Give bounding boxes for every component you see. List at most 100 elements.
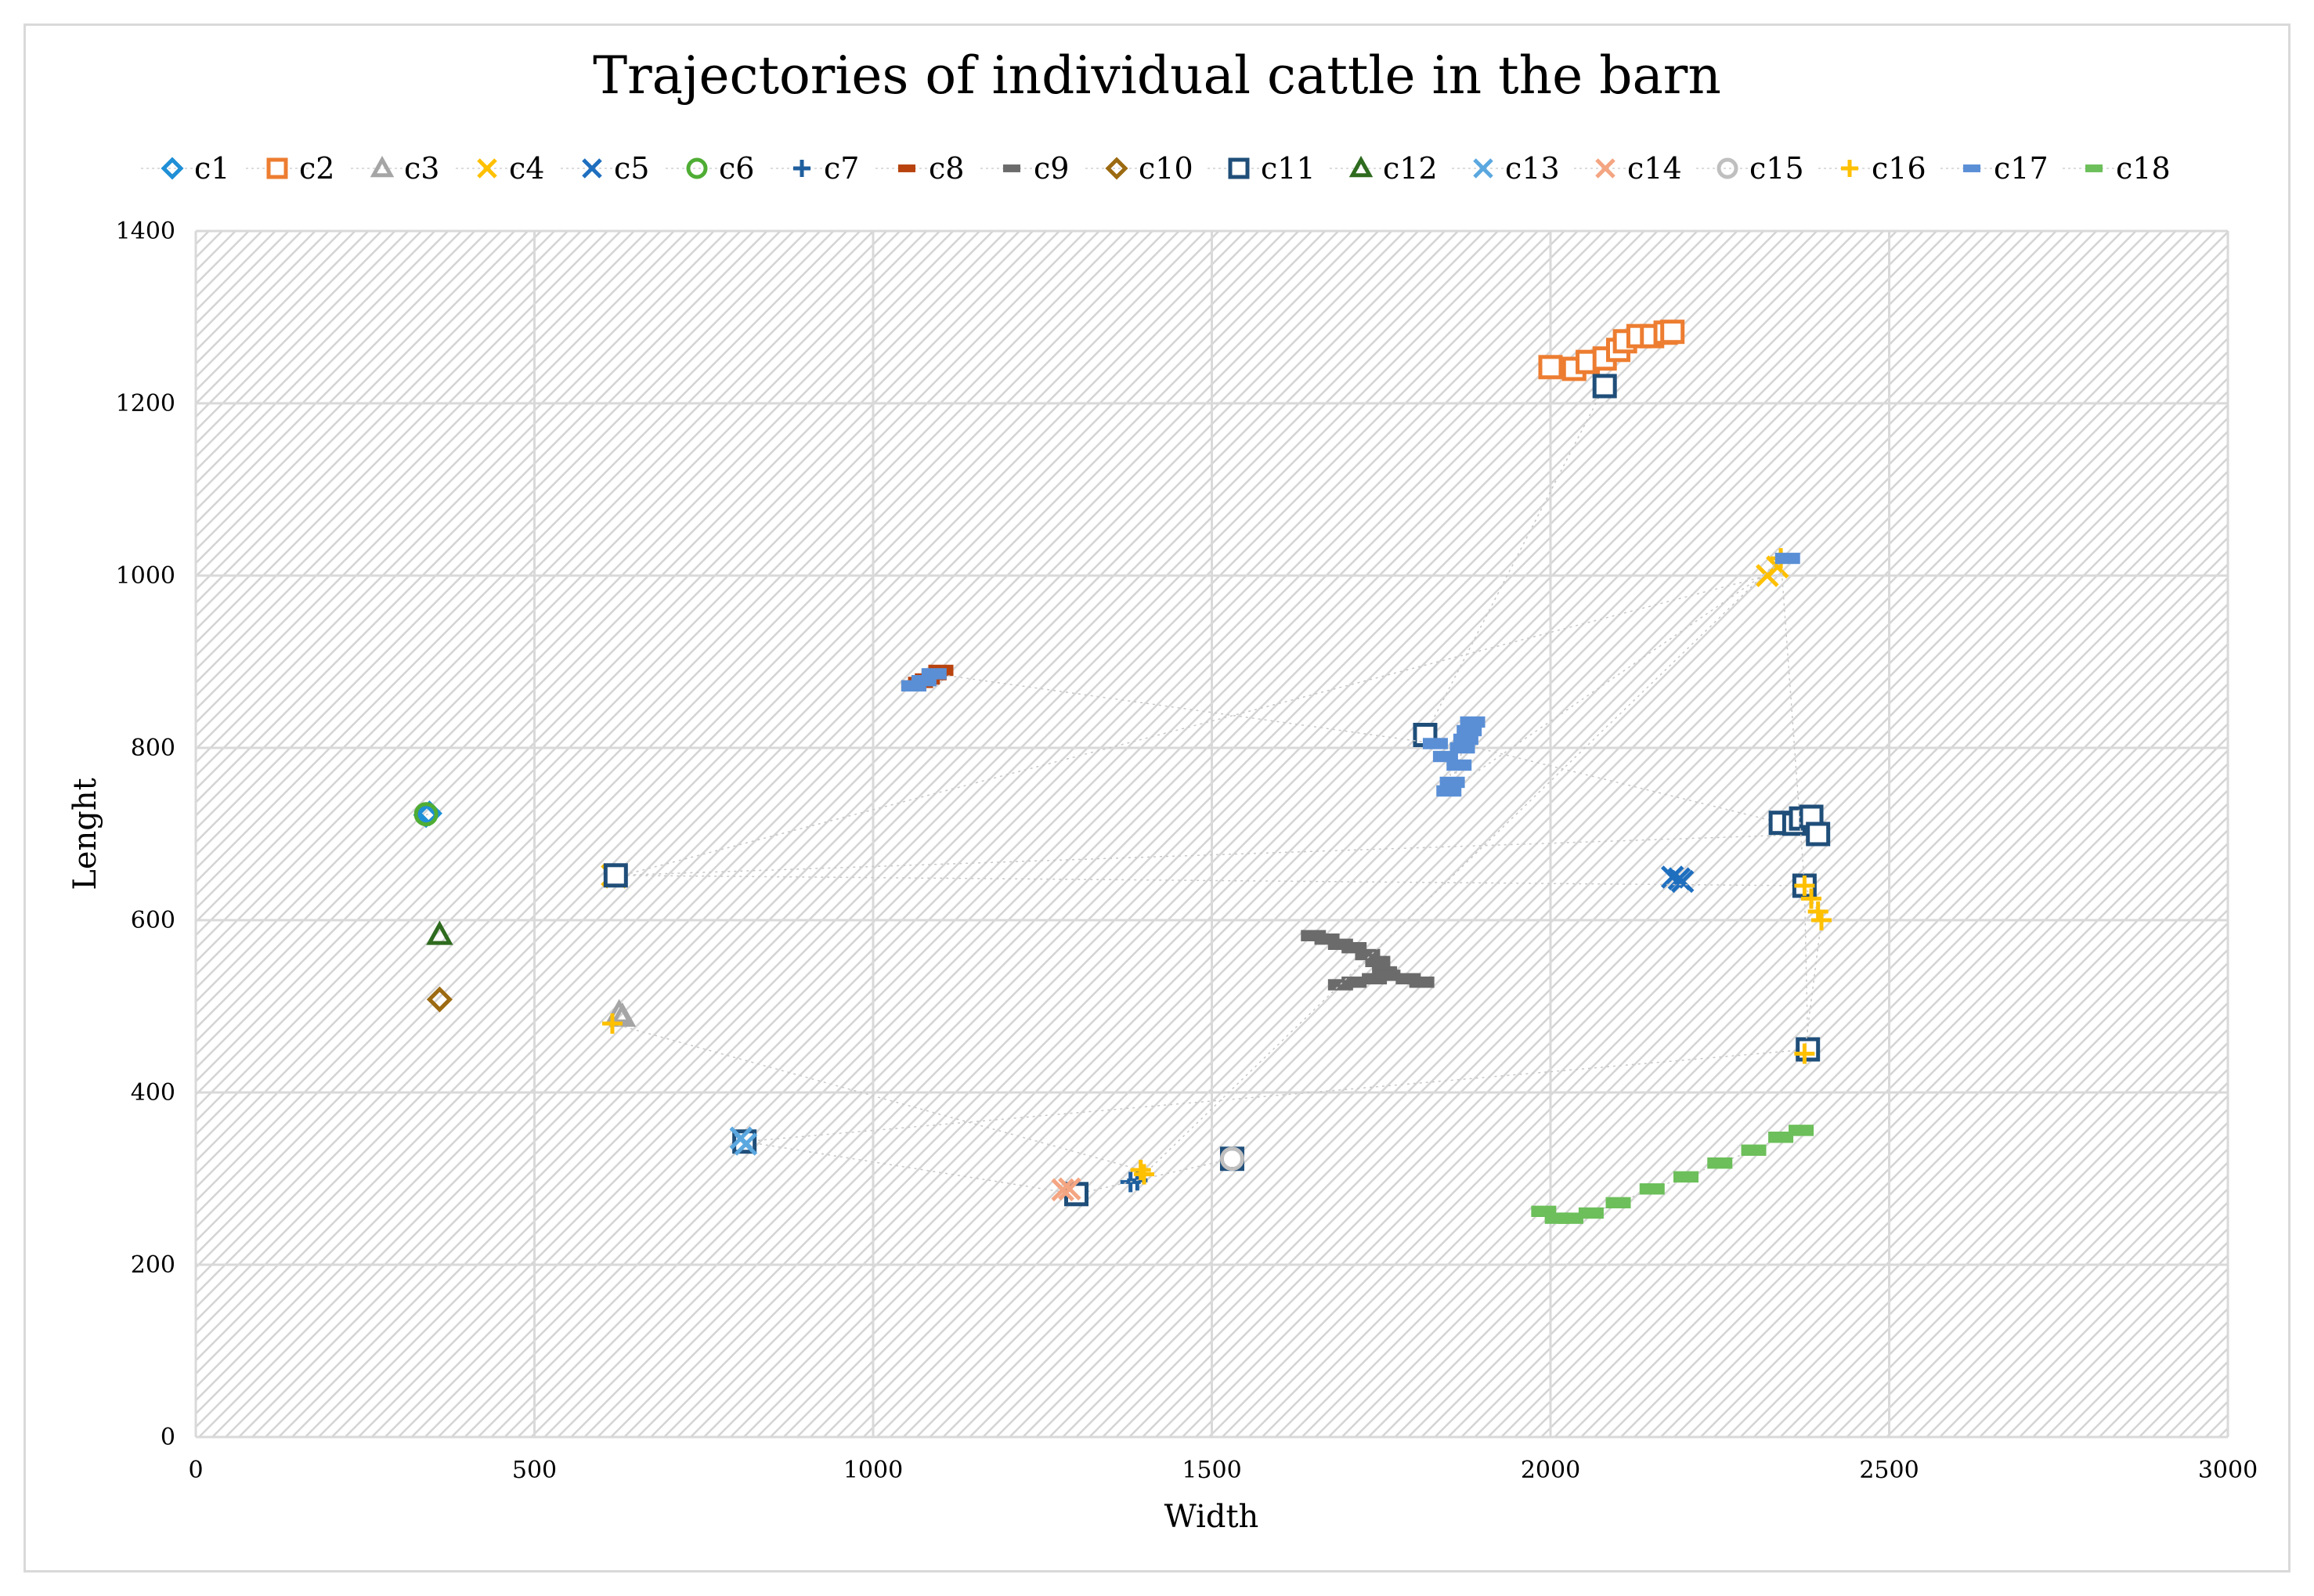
legend-item-c2: c2 [246,151,334,186]
series-c14 [1051,1177,1081,1202]
legend-label-c16: c16 [1872,151,1926,186]
legend-marker-c5 [582,158,602,179]
data-point-c18 [1558,1212,1583,1224]
legend-marker-c15 [1717,157,1738,179]
data-point-c11 [1806,821,1831,847]
data-point-c9 [1375,970,1401,981]
data-point-c9 [1365,955,1391,967]
legend-item-c12: c12 [1330,151,1438,186]
legend-item-c17: c17 [1940,151,2049,186]
legend-marker-c12 [1348,155,1374,178]
legend-label-c12: c12 [1383,151,1438,186]
legend-item-c15: c15 [1696,151,1804,186]
data-point-c14 [1051,1178,1074,1202]
legend-marker-c17 [1963,164,1980,172]
legend-item-c16: c16 [1818,151,1926,186]
x-tick-label: 3000 [2198,1457,2258,1484]
legend-marker-c3 [370,155,395,178]
legend-marker-c1 [161,157,184,180]
data-point-c9 [1327,979,1353,991]
series-c2 [1538,320,1685,381]
series-c6 [413,802,439,827]
y-tick-label: 200 [131,1251,175,1279]
series-c13 [729,1126,758,1156]
legend-marker-c10 [1105,157,1128,180]
legend-item-c8: c8 [875,151,964,186]
legend-marker-c8 [898,164,915,172]
data-point-c11 [603,863,628,888]
legend-marker-c11 [1228,157,1250,179]
legend-label-c18: c18 [2116,151,2171,186]
legend-marker-c16 [1841,160,1858,177]
legend-label-c1: c1 [194,151,229,186]
data-point-c16 [1794,1043,1815,1064]
data-point-c18 [1707,1157,1733,1169]
data-point-c12 [426,920,453,945]
y-tick-label: 1000 [116,562,175,590]
data-point-c17 [1457,724,1482,737]
x-tick-label: 500 [512,1457,557,1484]
legend-marker-c13 [1473,158,1493,179]
series-c17 [901,552,1800,797]
legend-label-c9: c9 [1034,151,1069,186]
data-point-c17 [1422,738,1448,749]
legend-label-c14: c14 [1627,151,1682,186]
data-point-c13 [734,1132,758,1156]
y-tick-label: 600 [131,907,175,934]
legend-item-c4: c4 [456,151,544,186]
legend-marker-c2 [266,157,288,179]
data-point-c11 [1592,374,1617,399]
y-tick-label: 800 [131,735,175,762]
legend-label-c15: c15 [1749,151,1804,186]
legend-label-c5: c5 [614,151,649,186]
data-point-c16 [1794,876,1815,896]
legend-marker-c7 [793,160,810,177]
legend-label-c8: c8 [929,151,964,186]
data-point-c18 [1673,1171,1698,1183]
legend-item-c6: c6 [666,151,754,186]
legend-item-c11: c11 [1208,151,1316,186]
legend-marker-c6 [686,157,708,179]
data-point-c16 [601,1013,623,1034]
data-point-c17 [1436,785,1462,797]
axis-ticks: 0 500 1000 1500 2000 2500 3000 0 200 400 600 800 100… [116,218,2258,1484]
y-tick-label: 1200 [116,390,175,417]
legend-label-c6: c6 [719,151,754,186]
x-tick-label: 0 [188,1457,203,1484]
legend-label-c3: c3 [404,151,439,186]
legend-label-c17: c17 [1994,151,2049,186]
x-tick-label: 2000 [1521,1457,1580,1484]
legend-item-c9: c9 [980,151,1069,186]
legend-item-c7: c7 [771,151,859,186]
y-tick-label: 400 [131,1079,175,1107]
legend-item-c10: c10 [1085,151,1193,186]
data-point-c17 [1774,552,1800,565]
legend-label-c11: c11 [1261,151,1316,186]
chart-title: Trajectories of individual cattle in the… [593,45,1721,106]
x-tick-label: 1500 [1182,1457,1241,1484]
series-c5 [1660,865,1695,894]
series-c9 [1301,930,1435,991]
series-c16 [601,548,1832,1185]
legend-item-c14: c14 [1574,151,1682,186]
data-point-c6 [413,802,439,827]
data-point-c17 [1453,733,1478,746]
legend-label-c2: c2 [299,151,334,186]
legend-marker-c14 [1595,158,1615,179]
data-point-c2 [1660,320,1685,345]
series-c15 [1219,1146,1244,1172]
data-point-c18 [1789,1125,1814,1136]
data-point-c17 [1432,750,1458,763]
data-point-c9 [1409,977,1435,988]
data-point-c17 [1460,716,1486,728]
legend-item-c5: c5 [561,151,649,186]
legend-label-c10: c10 [1139,151,1193,186]
data-point-c14 [1058,1177,1081,1201]
series-c10 [426,986,453,1013]
data-point-c17 [1449,742,1475,754]
data-point-c11 [1796,1037,1821,1062]
data-point-c18 [1639,1183,1665,1195]
data-point-c17 [921,668,947,680]
data-point-c18 [1768,1132,1794,1143]
legend-item-c18: c18 [2063,151,2171,186]
